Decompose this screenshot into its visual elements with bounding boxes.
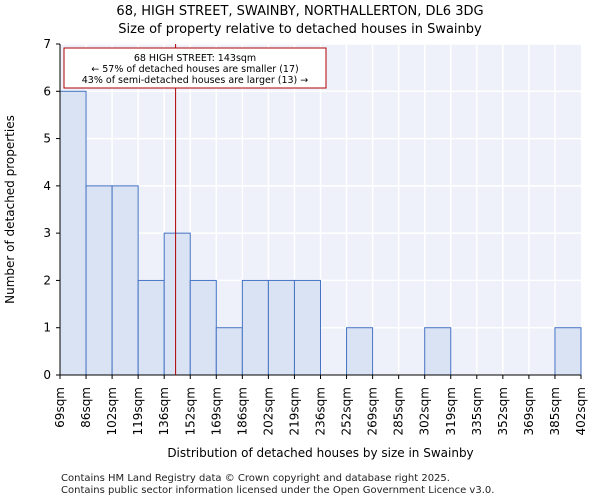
bar-186sqm bbox=[241, 279, 269, 376]
bar-219sqm bbox=[293, 279, 322, 376]
x-tick-label: 219sqm bbox=[287, 387, 301, 435]
annotation-line-3: 43% of semi-detached houses are larger (… bbox=[82, 75, 309, 86]
x-tick-label: 319sqm bbox=[444, 387, 458, 435]
x-tick-label: 186sqm bbox=[235, 387, 249, 435]
y-tick-label: 7 bbox=[43, 37, 51, 51]
chart-title: 68, HIGH STREET, SWAINBY, NORTHALLERTON,… bbox=[116, 4, 484, 19]
x-tick-label: 69sqm bbox=[53, 387, 67, 428]
annotation-line-2: ← 57% of detached houses are smaller (17… bbox=[91, 64, 298, 75]
footer-line-1: Contains HM Land Registry data © Crown c… bbox=[61, 473, 450, 484]
x-tick-label: 369sqm bbox=[522, 387, 536, 435]
x-tick-label: 169sqm bbox=[209, 387, 223, 435]
bars bbox=[59, 90, 582, 376]
bar-202sqm bbox=[267, 279, 295, 376]
x-tick-label: 86sqm bbox=[79, 387, 93, 428]
y-tick-label: 3 bbox=[43, 226, 51, 240]
y-tick-label: 2 bbox=[43, 273, 51, 287]
footer-line-2: Contains public sector information licen… bbox=[61, 485, 495, 496]
x-axis-label: Distribution of detached houses by size … bbox=[167, 446, 473, 460]
y-tick-label: 6 bbox=[43, 84, 51, 98]
bar-302sqm bbox=[424, 327, 452, 376]
x-tick-label: 102sqm bbox=[105, 387, 119, 435]
x-tick-label: 402sqm bbox=[574, 387, 588, 435]
bar-252sqm bbox=[346, 327, 374, 376]
bar-152sqm bbox=[189, 279, 217, 376]
y-axis-label: Number of detached properties bbox=[3, 115, 17, 304]
x-tick-label: 302sqm bbox=[418, 387, 432, 435]
x-tick-label: 269sqm bbox=[366, 387, 380, 435]
bar-169sqm bbox=[215, 327, 243, 376]
bar-86sqm bbox=[85, 185, 113, 376]
bar-136sqm bbox=[163, 232, 191, 376]
chart-subtitle: Size of property relative to detached ho… bbox=[118, 22, 482, 37]
x-tick-label: 119sqm bbox=[131, 387, 145, 435]
x-tick-label: 136sqm bbox=[157, 387, 171, 435]
x-tick-label: 285sqm bbox=[392, 387, 406, 435]
x-tick-label: 236sqm bbox=[314, 387, 328, 435]
y-tick-label: 4 bbox=[43, 179, 51, 193]
x-tick-label: 335sqm bbox=[470, 387, 484, 435]
bar-102sqm bbox=[111, 185, 139, 376]
x-tick-label: 352sqm bbox=[496, 387, 510, 435]
bar-385sqm bbox=[554, 327, 582, 376]
annotation-box bbox=[63, 47, 327, 89]
y-ticks: 0 1 2 3 4 5 6 7 bbox=[43, 37, 60, 382]
bar-69sqm bbox=[59, 90, 87, 376]
annotation-line-1: 68 HIGH STREET: 143sqm bbox=[134, 53, 256, 64]
y-tick-label: 0 bbox=[43, 368, 51, 382]
y-tick-label: 5 bbox=[43, 132, 51, 146]
x-tick-label: 152sqm bbox=[183, 387, 197, 435]
x-tick-label: 385sqm bbox=[548, 387, 562, 435]
x-tick-label: 202sqm bbox=[261, 387, 275, 435]
y-tick-label: 1 bbox=[43, 321, 51, 335]
x-tick-label: 252sqm bbox=[340, 387, 354, 435]
x-ticks: 69sqm 86sqm 102sqm 119sqm 136sqm 152sqm 169sqm… bbox=[53, 375, 588, 435]
bar-119sqm bbox=[137, 279, 165, 376]
